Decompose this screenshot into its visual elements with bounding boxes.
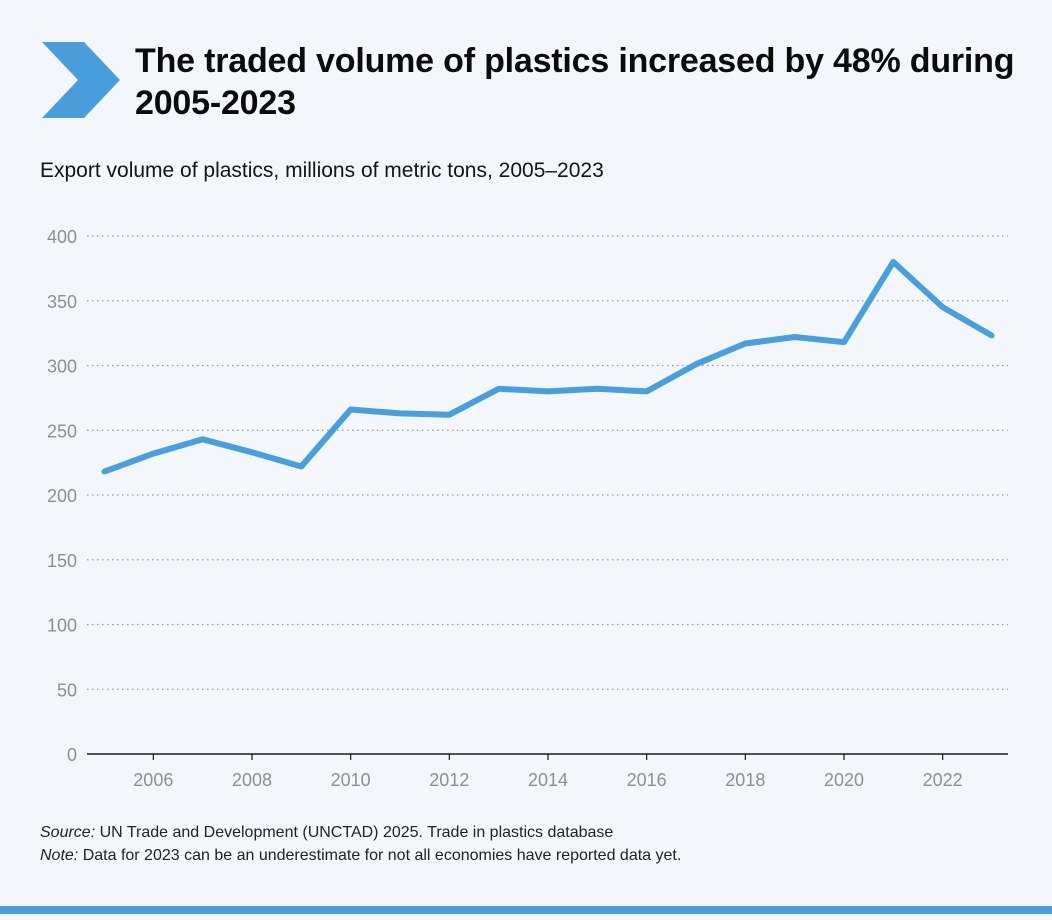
data-point (693, 361, 699, 367)
x-tick-label: 2012 (429, 770, 469, 790)
y-tick-label: 50 (57, 680, 77, 700)
y-axis-ticks: 0 50 100 150 200 250 300 350 400 (47, 227, 77, 765)
data-point (446, 412, 452, 418)
data-point (101, 469, 107, 475)
note-label: Note: (40, 847, 79, 864)
data-point (841, 339, 847, 345)
data-point (496, 386, 502, 392)
y-tick-label: 300 (47, 357, 77, 377)
x-tick-label: 2006 (133, 770, 173, 790)
data-point (989, 333, 995, 339)
bottom-accent-bar (0, 906, 1052, 914)
chart-title: Export volume of plastics, millions of m… (40, 159, 604, 182)
x-tick-label: 2016 (627, 770, 667, 790)
data-point (249, 449, 255, 455)
chevron-right-icon (42, 42, 120, 118)
data-point (545, 388, 551, 394)
y-tick-label: 100 (47, 616, 77, 636)
data-point (150, 451, 156, 457)
source-note: Source: UN Trade and Development (UNCTAD… (40, 822, 613, 844)
y-tick-label: 150 (47, 551, 77, 571)
data-point (940, 304, 946, 310)
data-note: Note: Data for 2023 can be an underestim… (40, 845, 681, 867)
series-layer (101, 258, 995, 475)
x-tick-label: 2018 (725, 770, 765, 790)
page-title: The traded volume of plastics increased … (135, 42, 1015, 122)
data-point (200, 436, 206, 442)
data-point (792, 334, 798, 340)
y-tick-label: 200 (47, 486, 77, 506)
data-point (348, 406, 354, 413)
data-point (397, 410, 403, 416)
x-tick-label: 2022 (923, 770, 963, 790)
x-axis-ticks: 2006 2008 2010 2012 2014 2016 2018 2020 2022 (133, 754, 963, 790)
data-point (644, 388, 650, 394)
data-point (594, 386, 600, 392)
source-label: Source: (40, 824, 96, 841)
y-tick-label: 350 (47, 292, 77, 312)
source-text: UN Trade and Development (UNCTAD) 2025. … (95, 824, 614, 841)
y-tick-label: 400 (47, 227, 77, 247)
x-tick-label: 2020 (824, 770, 864, 790)
data-point (298, 463, 304, 470)
data-point (742, 340, 748, 347)
data-point (890, 259, 896, 265)
y-tick-label: 250 (47, 421, 77, 441)
note-text: Data for 2023 can be an underestimate fo… (78, 847, 682, 864)
gridlines (87, 235, 1008, 755)
y-tick-label: 0 (67, 745, 77, 765)
chevron-shape (42, 42, 120, 118)
x-tick-label: 2008 (232, 770, 272, 790)
line-chart: 0 50 100 150 200 250 300 350 400 2006 2008 2010 201… (47, 227, 1008, 790)
series-line (102, 258, 994, 475)
x-tick-label: 2010 (331, 770, 371, 790)
x-tick-label: 2014 (528, 770, 568, 790)
